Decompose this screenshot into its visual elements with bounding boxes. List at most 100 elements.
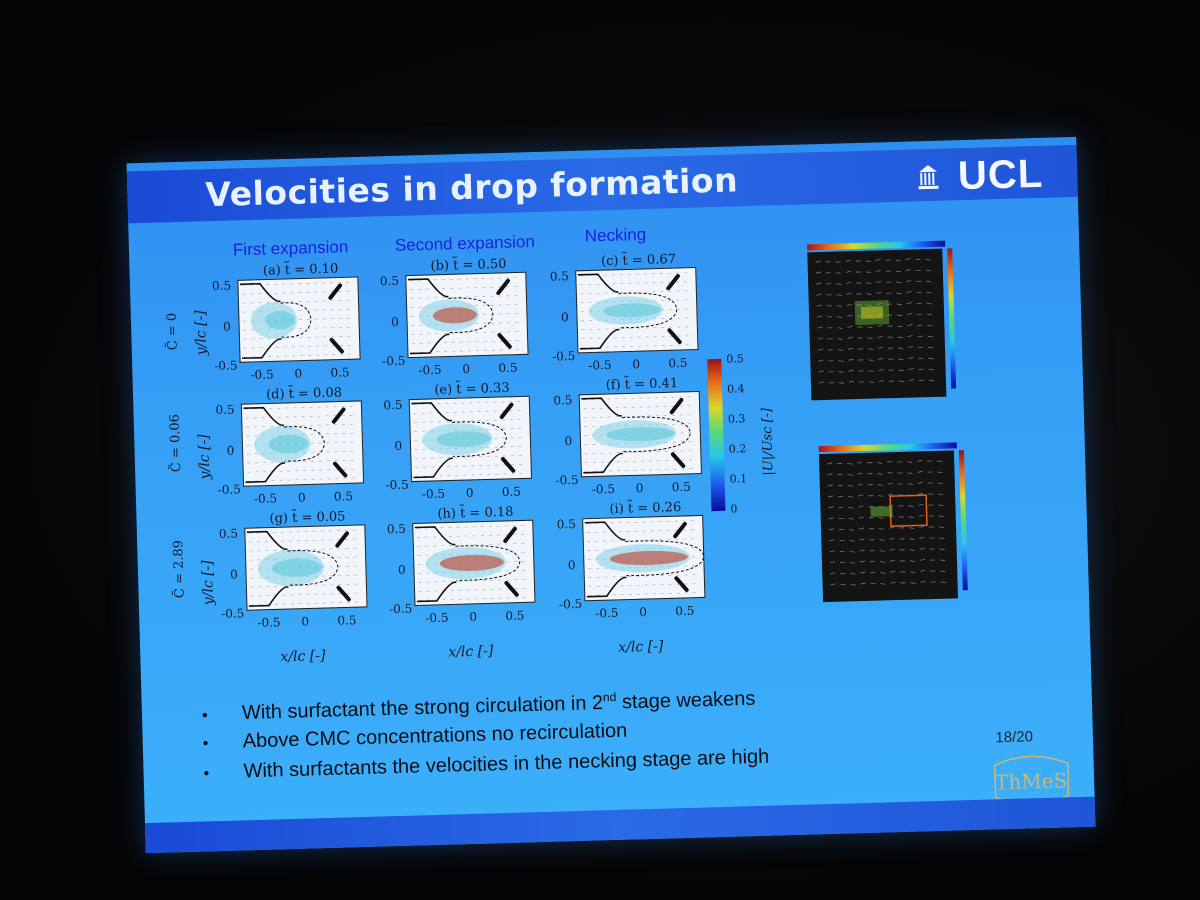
velocity-panels-grid: (a) t̃ = 0.10 0.5 0 -0.5 -0.5 0 0.5 (b) t̃ = 0.… bbox=[127, 137, 1077, 630]
y-tick-label: 0 bbox=[226, 443, 235, 458]
x-axis-label-col2: x/lc [-] bbox=[448, 643, 494, 661]
x-tick-label: -0.5 bbox=[595, 605, 619, 621]
y-tick-label: 0 bbox=[567, 558, 576, 573]
bullet-list: • With surfactant the strong circulation… bbox=[202, 686, 770, 792]
slide-title: Velocities in drop formation bbox=[204, 160, 739, 215]
x-tick-label: 0 bbox=[639, 605, 648, 620]
x-tick-label: 0 bbox=[301, 614, 310, 629]
velocity-panel: (h) t̃ = 0.18 0.5 0 -0.5 -0.5 0 0.5 bbox=[386, 504, 543, 628]
x-axis-label-col3: x/lc [-] bbox=[618, 638, 664, 656]
x-tick-label: 0.5 bbox=[668, 355, 688, 371]
x-tick-label: 0.5 bbox=[337, 613, 357, 628]
velocity-panel: (i) t̃ = 0.26 0.5 0 -0.5 -0.5 0 0.5 bbox=[556, 499, 713, 623]
experiment-vector-field-2 bbox=[827, 459, 946, 586]
x-tick-label: 0.5 bbox=[675, 603, 695, 619]
colorbar-tick: 0.4 bbox=[726, 382, 745, 396]
y-tick-label: 0 bbox=[397, 562, 406, 577]
panel-plot bbox=[578, 390, 702, 478]
y-axis-label-row2: y/lc [-] bbox=[196, 434, 214, 480]
panel-plot bbox=[575, 267, 699, 354]
y-tick-label: 0 bbox=[390, 314, 399, 330]
y-tick-label: -0.5 bbox=[217, 482, 242, 497]
y-tick-label: -0.5 bbox=[551, 348, 576, 364]
experiment-velocity-image-1 bbox=[807, 248, 947, 401]
column-heading-first-expansion: First expansion bbox=[232, 237, 349, 260]
colorbar-tick: 0 bbox=[730, 502, 738, 516]
y-tick-label: -0.5 bbox=[381, 353, 406, 369]
x-tick-label: -0.5 bbox=[591, 481, 616, 497]
y-tick-label: -0.5 bbox=[558, 596, 583, 612]
x-tick-label: -0.5 bbox=[250, 367, 274, 383]
title-bar: Velocities in drop formation UCL bbox=[126, 144, 1078, 224]
x-axis-label-col1: x/lc [-] bbox=[280, 648, 326, 666]
x-tick-label: -0.5 bbox=[425, 610, 449, 626]
bullet-dot-icon: • bbox=[203, 765, 210, 783]
x-tick-label: 0 bbox=[632, 357, 641, 372]
presentation-slide: Velocities in drop formation UCL First e… bbox=[126, 136, 1096, 854]
x-tick-label: -0.5 bbox=[421, 486, 446, 502]
experiment-velocity-image-2 bbox=[818, 450, 959, 603]
y-tick-label: -0.5 bbox=[555, 472, 579, 488]
ucl-logo: UCL bbox=[957, 151, 1044, 199]
panel-plot bbox=[412, 519, 536, 607]
x-tick-label: 0 bbox=[462, 361, 471, 377]
row-label-c0: C̃ = 0 bbox=[164, 312, 181, 351]
y-axis-label-row3: y/lc [-] bbox=[199, 560, 217, 606]
x-tick-label: 0.5 bbox=[501, 484, 522, 500]
velocity-panel: (e) t̃ = 0.33 0.5 0 -0.5 -0.5 0 0.5 bbox=[383, 380, 540, 504]
x-tick-label: 0 bbox=[635, 481, 644, 496]
velocity-panel: (f) t̃ = 0.41 0.5 0 -0.5 -0.5 0 0.5 bbox=[553, 375, 710, 499]
x-tick-label: 0 bbox=[294, 366, 303, 381]
column-heading-second-expansion: Second expansion bbox=[394, 232, 536, 255]
experiment-vector-field-1 bbox=[815, 258, 935, 384]
y-tick-label: 0.5 bbox=[383, 397, 403, 413]
velocity-panel: (g) t̃ = 0.05 0.5 0 -0.5 -0.5 0 0.5 bbox=[219, 509, 375, 633]
y-tick-label: -0.5 bbox=[388, 601, 413, 617]
column-heading-necking: Necking bbox=[584, 224, 647, 246]
x-tick-label: -0.5 bbox=[257, 615, 281, 630]
y-tick-label: 0.5 bbox=[553, 393, 573, 408]
x-tick-label: 0 bbox=[469, 609, 478, 624]
velocity-panel: (d) t̃ = 0.08 0.5 0 -0.5 -0.5 0 0.5 bbox=[215, 385, 372, 509]
colorbar-tick: 0.3 bbox=[727, 412, 746, 426]
y-tick-label: -0.5 bbox=[214, 358, 238, 374]
velocity-panel: (c) t̃ = 0.67 0.5 0 -0.5 -0.5 0 0.5 bbox=[549, 251, 706, 375]
y-tick-label: 0 bbox=[560, 310, 569, 325]
y-tick-label: 0.5 bbox=[386, 521, 407, 537]
bullet-dot-icon: • bbox=[202, 735, 209, 753]
velocity-panel: (b) t̃ = 0.50 0.5 0 -0.5 -0.5 0 0.5 bbox=[380, 256, 536, 380]
panel-plot bbox=[237, 276, 361, 363]
velocity-panel: (a) t̃ = 0.10 0.5 0 -0.5 -0.5 0 0.5 bbox=[211, 261, 368, 385]
y-tick-label: -0.5 bbox=[220, 606, 245, 621]
y-tick-label: 0 bbox=[394, 438, 403, 454]
y-tick-label: 0.5 bbox=[211, 278, 232, 294]
x-tick-label: 0.5 bbox=[333, 489, 354, 504]
colorbar-tick: 0.1 bbox=[729, 472, 748, 486]
row-label-c289: C̃ = 2.89 bbox=[171, 539, 188, 599]
bullet-dot-icon: • bbox=[201, 707, 208, 725]
row-label-c006: C̃ = 0.06 bbox=[167, 413, 185, 473]
y-tick-label: -0.5 bbox=[385, 477, 409, 493]
x-tick-label: -0.5 bbox=[253, 491, 278, 506]
y-axis-label-row1: y/lc [-] bbox=[192, 310, 210, 356]
x-tick-label: 0.5 bbox=[330, 365, 350, 380]
y-tick-label: 0.5 bbox=[549, 269, 570, 284]
thames-logo-text: ThMeS bbox=[995, 768, 1068, 794]
colorbar-label: |U|/Usc [-] bbox=[759, 407, 777, 476]
experiment-colorbar-side-1 bbox=[947, 248, 957, 389]
y-tick-label: 0 bbox=[222, 319, 231, 334]
panel-plot bbox=[582, 514, 706, 602]
y-tick-label: 0.5 bbox=[215, 402, 235, 418]
velocity-colorbar bbox=[707, 358, 726, 512]
panel-plot bbox=[408, 395, 533, 483]
y-tick-label: 0 bbox=[229, 567, 238, 582]
ucl-portico-icon bbox=[918, 165, 939, 190]
panel-plot bbox=[405, 271, 529, 359]
y-tick-label: 0.5 bbox=[556, 516, 577, 532]
x-tick-label: -0.5 bbox=[418, 362, 442, 378]
x-tick-label: 0.5 bbox=[498, 360, 518, 376]
colorbar-tick: 0.2 bbox=[728, 442, 747, 456]
x-tick-label: 0.5 bbox=[671, 479, 692, 495]
x-tick-label: 0 bbox=[297, 490, 306, 505]
experiment-colorbar-side-2 bbox=[958, 450, 968, 591]
